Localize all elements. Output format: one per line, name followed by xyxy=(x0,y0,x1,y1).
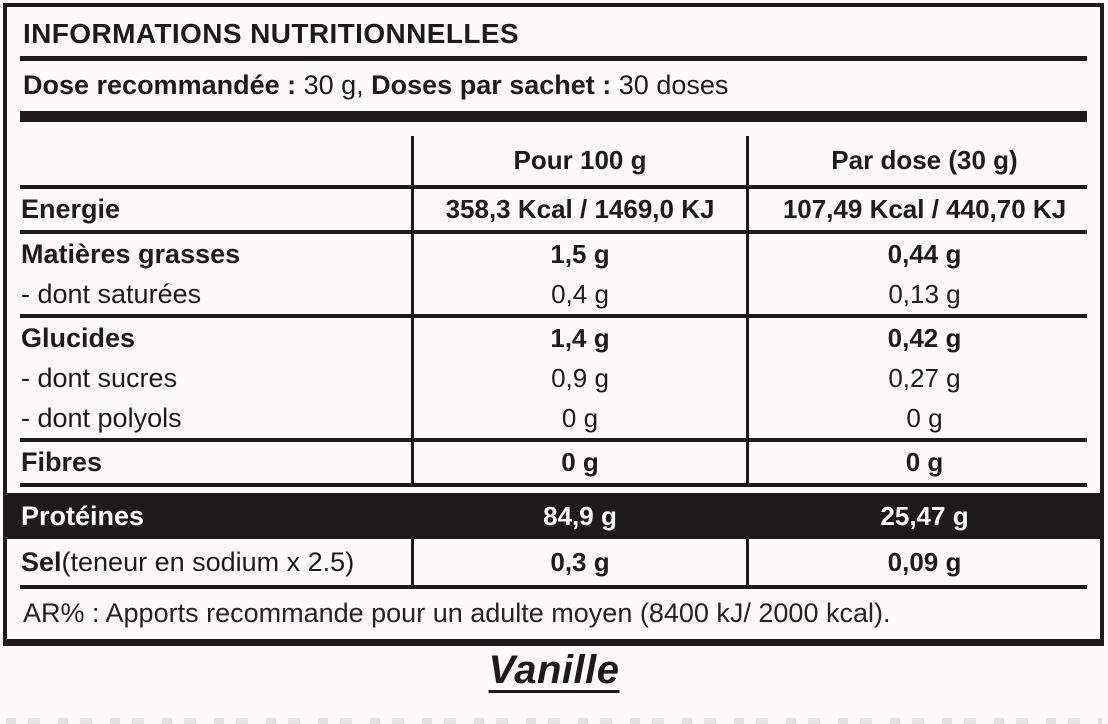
row-value-perdose: 0,42 g xyxy=(746,318,1100,358)
row-value-perdose: 25,47 g xyxy=(746,493,1100,539)
row-label: - dont polyols xyxy=(21,402,182,433)
sel-label-bold: Sel xyxy=(21,546,62,577)
section-divider-bar xyxy=(20,111,1087,122)
table-row-matieres-grasses: Matières grasses 1,5 g 0,44 g xyxy=(7,234,1100,274)
row-divider xyxy=(20,185,1087,189)
row-value-per100: 84,9 g xyxy=(411,493,746,539)
row-value-per100: 0 g xyxy=(411,442,746,483)
table-row-glucides: Glucides 1,4 g 0,42 g xyxy=(7,318,1100,358)
servings-value: 30 doses xyxy=(611,70,729,100)
table-row-energie: Energie 358,3 Kcal / 1469,0 KJ 107,49 Kc… xyxy=(7,189,1100,230)
dose-label: Dose recommandée : xyxy=(23,70,297,100)
row-label: Glucides xyxy=(21,322,136,353)
table-row-sel: Sel (teneur en sodium x 2.5) 0,3 g 0,09 … xyxy=(7,539,1100,585)
table-row-dont-sucres: - dont sucres 0,9 g 0,27 g xyxy=(7,358,1100,398)
servings-label: Doses par sachet : xyxy=(371,70,612,100)
header-per-dose: Par dose (30 g) xyxy=(746,136,1100,185)
ar-footnote: AR% : Apports recommande pour un adulte … xyxy=(23,598,891,628)
row-value-per100: 1,5 g xyxy=(411,234,746,274)
table-header-row: Pour 100 g Par dose (30 g) xyxy=(7,136,1100,185)
row-value-perdose: 0 g xyxy=(746,398,1100,438)
row-value-perdose: 0,13 g xyxy=(746,274,1100,314)
table-row-dont-saturees: - dont saturées 0,4 g 0,13 g xyxy=(7,274,1100,314)
row-divider xyxy=(20,585,1087,589)
flavor-title-text: Vanille xyxy=(488,648,620,692)
panel-title: INFORMATIONS NUTRITIONNELLES xyxy=(23,18,519,49)
row-value-perdose: 107,49 Kcal / 440,70 KJ xyxy=(746,189,1100,230)
row-value-per100: 358,3 Kcal / 1469,0 KJ xyxy=(411,189,746,230)
header-per-100g: Pour 100 g xyxy=(411,136,746,185)
row-divider xyxy=(20,438,1087,442)
dose-value: 30 g, xyxy=(296,70,372,100)
row-label: Matières grasses xyxy=(21,238,241,269)
row-divider xyxy=(20,314,1087,318)
row-value-per100: 0,9 g xyxy=(411,358,746,398)
row-label: Fibres xyxy=(21,447,103,477)
row-value-perdose: 0,27 g xyxy=(746,358,1100,398)
row-label: Protéines xyxy=(21,500,145,531)
table-row-fibres: Fibres 0 g 0 g xyxy=(7,442,1100,483)
sel-label-note: (teneur en sodium x 2.5) xyxy=(61,546,355,577)
row-value-per100: 0 g xyxy=(411,398,746,438)
nutrition-facts-panel: INFORMATIONS NUTRITIONNELLES Dose recomm… xyxy=(3,3,1104,646)
table-row-proteines: Protéines 84,9 g 25,47 g xyxy=(7,493,1100,539)
table-row-dont-polyols: - dont polyols 0 g 0 g xyxy=(7,398,1100,438)
row-divider xyxy=(20,483,1087,487)
row-value-per100: 0,4 g xyxy=(411,274,746,314)
row-label: - dont sucres xyxy=(21,362,178,393)
row-value-per100: 1,4 g xyxy=(411,318,746,358)
cut-off-text-edge xyxy=(6,718,1102,724)
row-divider xyxy=(20,230,1087,234)
title-divider xyxy=(20,56,1087,61)
serving-info-line: Dose recommandée : 30 g, Doses par sache… xyxy=(7,61,1100,111)
nutrition-table: Pour 100 g Par dose (30 g) Energie 358,3… xyxy=(7,136,1100,589)
row-label: Sel (teneur en sodium x 2.5) xyxy=(7,539,411,585)
header-empty-cell xyxy=(7,136,411,185)
row-label: Energie xyxy=(21,194,121,224)
flavor-title: Vanille xyxy=(0,648,1108,693)
row-label: - dont saturées xyxy=(21,278,202,309)
row-value-perdose: 0 g xyxy=(746,442,1100,483)
row-value-per100: 0,3 g xyxy=(411,539,746,585)
row-value-perdose: 0,44 g xyxy=(746,234,1100,274)
row-value-perdose: 0,09 g xyxy=(746,539,1100,585)
